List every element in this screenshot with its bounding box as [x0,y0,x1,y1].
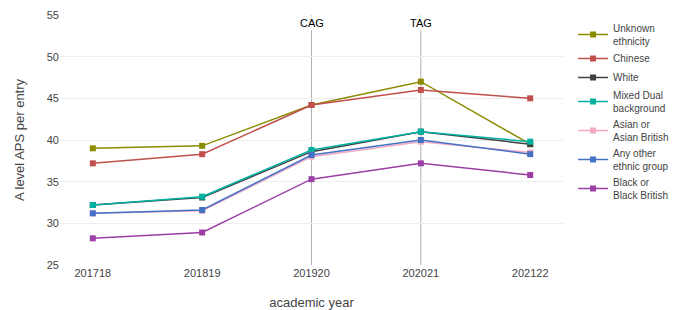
svg-text:White: White [613,72,639,83]
svg-text:25: 25 [47,259,59,271]
svg-text:35: 35 [47,176,59,188]
svg-text:202122: 202122 [512,267,549,279]
svg-text:45: 45 [47,92,59,104]
svg-text:A level APS per entry: A level APS per entry [12,78,27,201]
svg-text:academic year: academic year [269,295,354,310]
svg-text:50: 50 [47,51,59,63]
svg-text:Chinese: Chinese [613,53,650,64]
svg-text:Any otherethnic group: Any otherethnic group [613,148,668,172]
svg-text:Asian orAsian British: Asian orAsian British [613,119,669,143]
svg-text:55: 55 [47,9,59,21]
svg-text:40: 40 [47,134,59,146]
svg-text:CAG: CAG [300,17,324,29]
svg-text:201718: 201718 [74,267,111,279]
svg-text:Unknownethnicity: Unknownethnicity [613,23,655,47]
svg-text:30: 30 [47,217,59,229]
svg-text:202021: 202021 [402,267,439,279]
svg-text:201920: 201920 [293,267,330,279]
svg-text:201819: 201819 [184,267,221,279]
svg-text:Mixed Dualbackground: Mixed Dualbackground [613,90,665,114]
svg-text:Black orBlack British: Black orBlack British [613,177,668,201]
svg-text:TAG: TAG [410,17,432,29]
